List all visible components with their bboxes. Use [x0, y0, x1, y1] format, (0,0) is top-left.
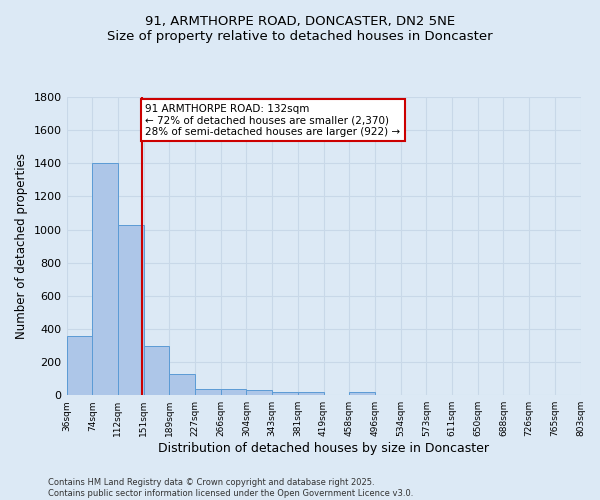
Bar [92, 164, 118, 395]
Bar [272, 392, 298, 395]
Bar [221, 390, 247, 395]
Bar [195, 388, 221, 395]
Text: 91 ARMTHORPE ROAD: 132sqm
← 72% of detached houses are smaller (2,370)
28% of se: 91 ARMTHORPE ROAD: 132sqm ← 72% of detac… [145, 104, 401, 137]
Bar [169, 374, 195, 395]
Y-axis label: Number of detached properties: Number of detached properties [15, 153, 28, 339]
Text: Contains HM Land Registry data © Crown copyright and database right 2025.
Contai: Contains HM Land Registry data © Crown c… [48, 478, 413, 498]
Bar [247, 390, 272, 395]
Bar [349, 392, 375, 395]
Bar [143, 346, 169, 395]
Bar [298, 392, 323, 395]
Bar [67, 336, 92, 395]
Text: 91, ARMTHORPE ROAD, DONCASTER, DN2 5NE
Size of property relative to detached hou: 91, ARMTHORPE ROAD, DONCASTER, DN2 5NE S… [107, 15, 493, 43]
Bar [118, 224, 143, 395]
X-axis label: Distribution of detached houses by size in Doncaster: Distribution of detached houses by size … [158, 442, 489, 455]
